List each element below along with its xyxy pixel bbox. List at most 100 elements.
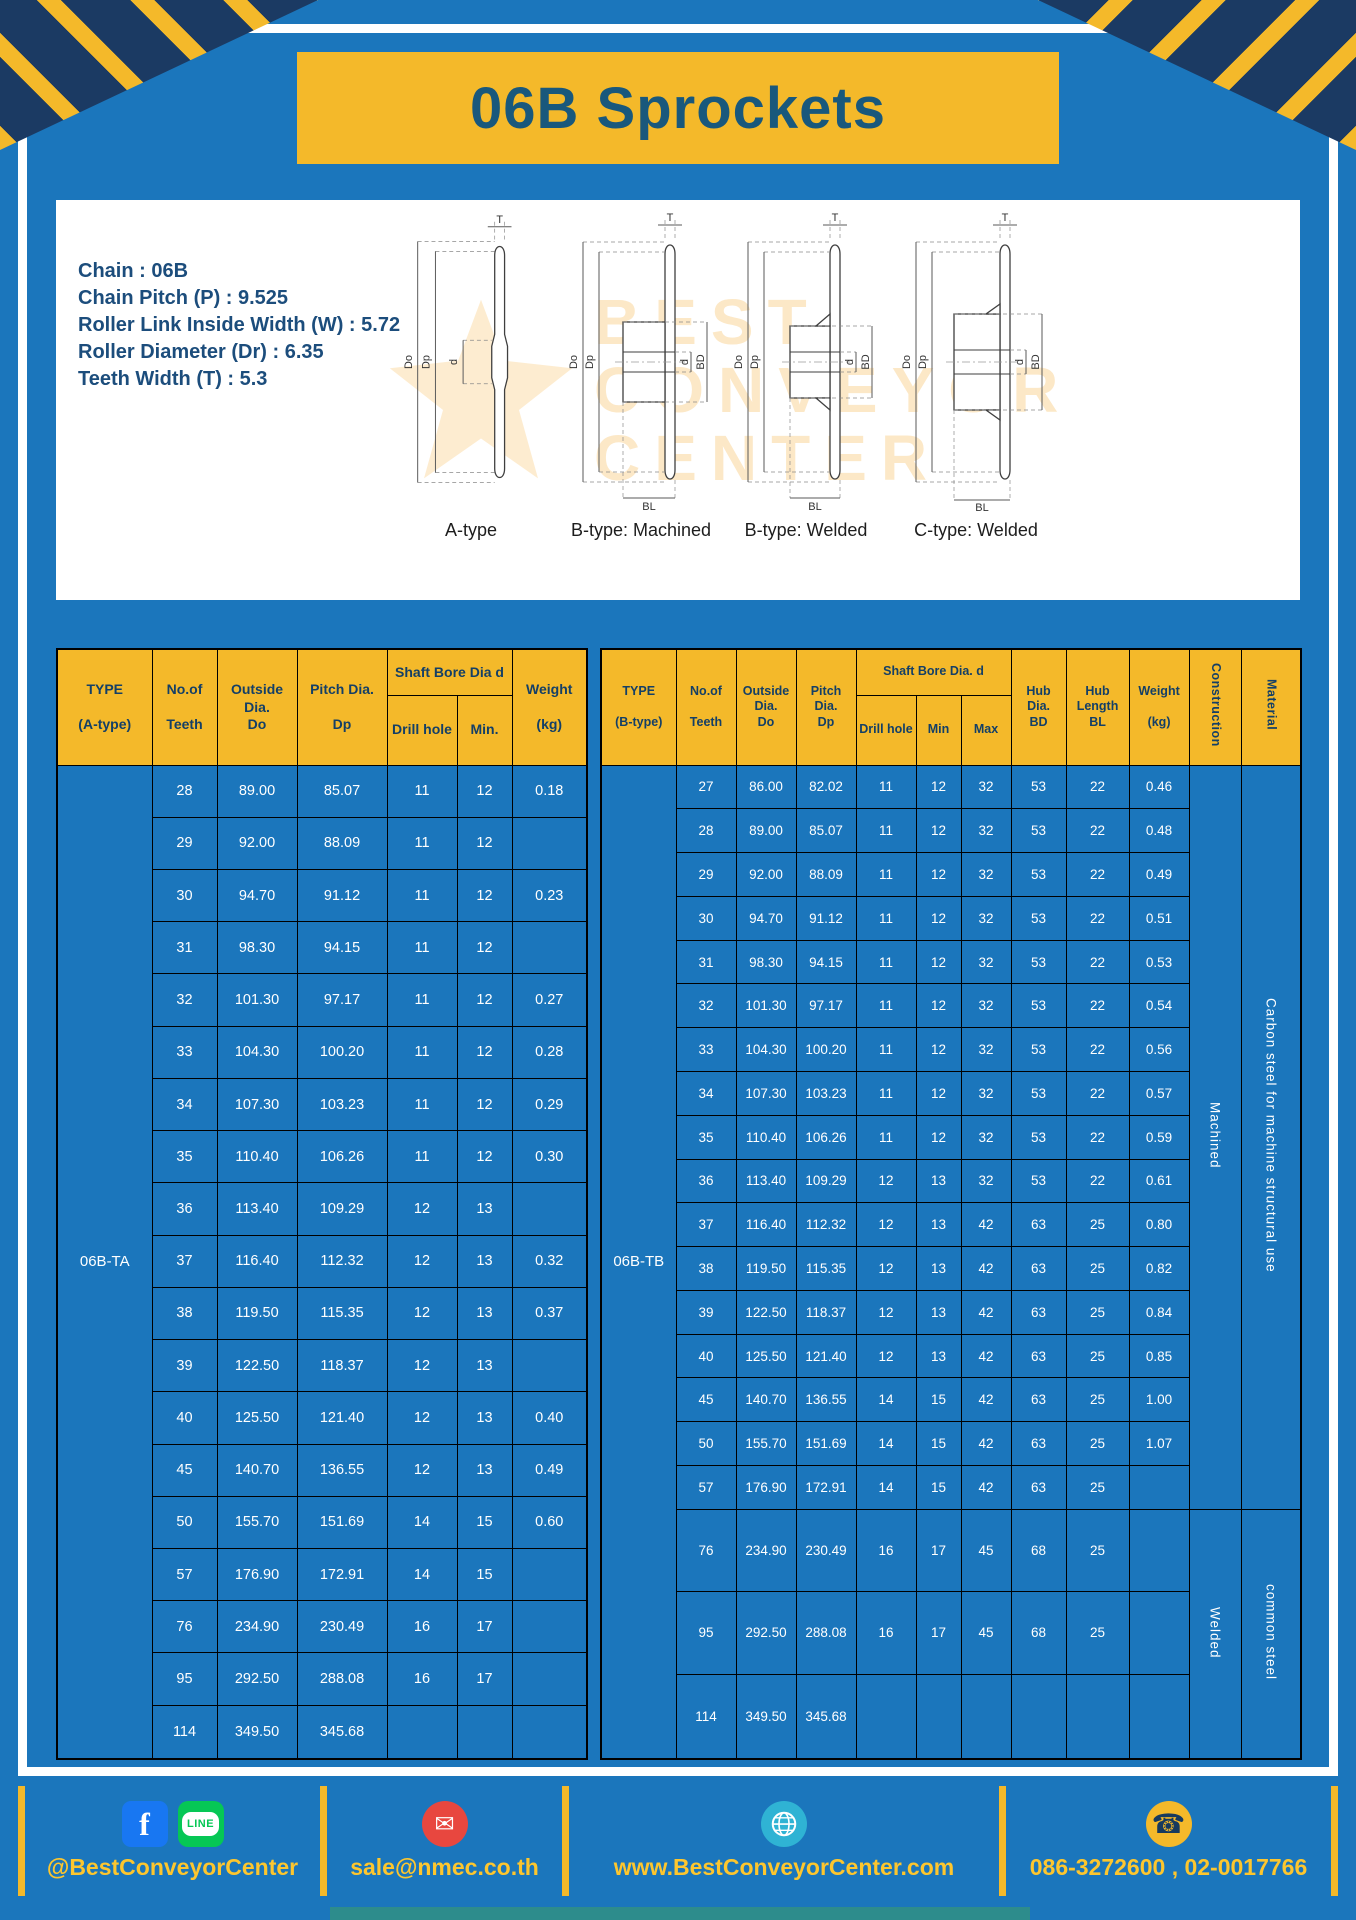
data-cell: 107.30 — [216, 1077, 298, 1132]
data-cell: 63 — [1010, 1421, 1067, 1466]
data-cell — [511, 1704, 588, 1760]
data-cell: 22 — [1065, 1070, 1130, 1116]
data-cell: 0.56 — [1128, 1027, 1190, 1072]
data-cell: 107.30 — [735, 1070, 797, 1116]
col-header-weight: Weight (kg) — [511, 648, 588, 766]
data-cell: 151.69 — [296, 1495, 388, 1550]
dim-label-bl: BL — [642, 501, 655, 512]
type-cell: 06B-TB — [600, 764, 677, 1760]
data-cell: 12 — [915, 1070, 962, 1116]
page-frame — [18, 24, 1338, 1776]
data-cell: 32 — [960, 939, 1012, 985]
data-cell: 42 — [960, 1202, 1012, 1248]
data-cell: 45 — [151, 1443, 218, 1497]
col-header-max: Max — [960, 694, 1012, 766]
phone-icon[interactable]: ☎ — [1145, 1801, 1192, 1847]
data-cell — [960, 1673, 1012, 1760]
col-header-outside-dia: Outside Dia. Do — [216, 648, 298, 766]
spec-line: Roller Diameter (Dr) : 6.35 — [78, 341, 324, 363]
facebook-icon[interactable]: f — [121, 1801, 168, 1847]
table-row: 30 94.70 91.12 11 12 32 53 22 0.51 — [601, 895, 1301, 941]
line-icon[interactable]: LINE — [177, 1801, 224, 1847]
website-url[interactable]: www.BestConveyorCenter.com — [613, 1854, 955, 1880]
table-row: 30 94.70 91.12 11 12 0.23 — [57, 868, 588, 923]
data-cell: 22 — [1065, 808, 1130, 854]
data-cell — [511, 816, 588, 870]
data-cell: 0.53 — [1128, 939, 1190, 985]
data-cell: 140.70 — [216, 1443, 298, 1497]
diagram-caption: C-type: Welded — [914, 520, 1038, 540]
table-row: 06B-TB 27 86.00 82.02 11 12 32 53 22 0.46 Machined… — [600, 764, 1302, 1760]
data-cell: 11 — [386, 1077, 458, 1132]
data-cell — [511, 1652, 588, 1706]
data-cell: 349.50 — [735, 1673, 797, 1760]
data-cell: 12 — [855, 1289, 917, 1335]
data-cell: 42 — [960, 1377, 1012, 1423]
watermark-star-icon — [389, 299, 573, 479]
data-cell: 12 — [915, 1027, 962, 1072]
spec-line: Roller Link Inside Width (W) : 5.72 — [78, 314, 401, 336]
data-cell: 11 — [855, 808, 917, 854]
data-cell: 76 — [151, 1600, 218, 1654]
data-cell: 17 — [456, 1600, 513, 1654]
data-cell: 32 — [960, 895, 1012, 941]
email-address[interactable]: sale@nmec.co.th — [350, 1854, 539, 1880]
footer-divider — [1331, 1786, 1338, 1896]
data-cell: 0.30 — [511, 1130, 588, 1184]
a-type-table-wrap: TYPE (A-type) No.of Teeth Outside Dia. D… — [56, 648, 588, 1760]
data-cell: 42 — [960, 1333, 1012, 1379]
data-cell: 28 — [151, 764, 218, 818]
globe-glyph — [771, 1811, 797, 1837]
data-cell: 17 — [456, 1652, 513, 1706]
data-cell: 0.32 — [511, 1234, 588, 1288]
table-row: 76 234.90 230.49 16 17 — [57, 1600, 588, 1654]
data-cell: 31 — [151, 921, 218, 975]
data-cell: 28 — [675, 808, 737, 854]
data-cell: 14 — [855, 1465, 917, 1510]
data-cell: 63 — [1010, 1333, 1067, 1379]
col-header-drill-hole: Drill hole — [386, 694, 458, 766]
data-cell: 27 — [675, 764, 737, 810]
data-cell: 113.40 — [216, 1182, 298, 1236]
data-cell: 40 — [151, 1391, 218, 1445]
email-icon[interactable]: ✉ — [421, 1801, 468, 1847]
data-cell: 94.15 — [795, 939, 857, 985]
data-cell: 0.18 — [511, 764, 588, 818]
data-cell: 121.40 — [795, 1333, 857, 1379]
data-cell: 85.07 — [795, 808, 857, 854]
construction-cell: Machined — [1188, 764, 1242, 1510]
data-cell: 12 — [915, 852, 962, 897]
data-cell: 12 — [855, 1202, 917, 1248]
globe-icon[interactable] — [761, 1801, 807, 1847]
chain-specs: Chain : 06B Chain Pitch (P) : 9.525 Roll… — [78, 258, 400, 393]
data-cell: 101.30 — [735, 983, 797, 1029]
bottom-accent-bar — [330, 1907, 1030, 1920]
social-handle[interactable]: @BestConveyorCenter — [46, 1854, 299, 1880]
dim-label-dp: Dp — [584, 355, 596, 369]
data-cell: 98.30 — [735, 939, 797, 985]
data-cell: 37 — [675, 1202, 737, 1248]
data-cell: 76 — [675, 1508, 737, 1593]
b-type-table-wrap: TYPE (B-type) No.of Teeth Outside Dia. D… — [600, 648, 1303, 1760]
b-type-table-body: 06B-TB 27 86.00 82.02 11 12 32 53 22 0.46 Machined… — [600, 764, 1302, 1760]
data-cell: 12 — [915, 939, 962, 985]
col-header-pitch-dia: Pitch Dia. Dp — [296, 648, 388, 766]
data-cell: 0.61 — [1128, 1158, 1190, 1204]
col-header-min: Min — [915, 694, 962, 766]
data-cell: 92.00 — [735, 852, 797, 897]
data-cell: 11 — [386, 764, 458, 818]
footer-phone-section: ☎ 086-3272600 , 02-0017766 — [1006, 1786, 1331, 1896]
data-cell: 36 — [675, 1158, 737, 1204]
data-cell: 91.12 — [296, 868, 388, 923]
data-cell: 36 — [151, 1182, 218, 1236]
col-header-teeth: No.of Teeth — [151, 648, 218, 766]
data-cell: 63 — [1010, 1289, 1067, 1335]
spec-line: Chain : 06B — [78, 260, 189, 282]
data-cell: 122.50 — [216, 1339, 298, 1393]
phone-numbers[interactable]: 086-3272600 , 02-0017766 — [1029, 1854, 1308, 1880]
data-cell: 32 — [960, 1158, 1012, 1204]
data-cell: 39 — [151, 1339, 218, 1393]
data-cell: 35 — [151, 1130, 218, 1184]
data-cell: 37 — [151, 1234, 218, 1288]
data-cell: 42 — [960, 1289, 1012, 1335]
